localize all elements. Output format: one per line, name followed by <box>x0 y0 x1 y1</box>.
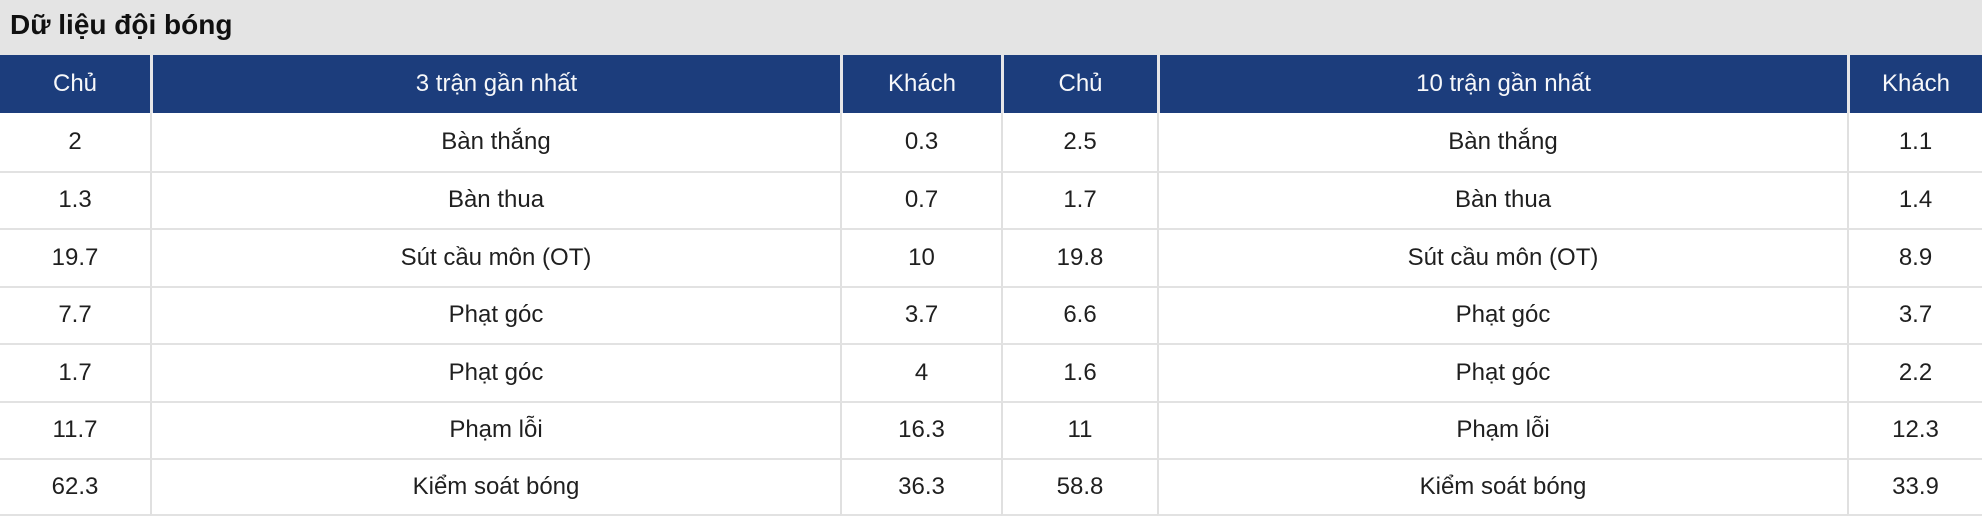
stat-value-cell: 3.7 <box>1847 285 1982 343</box>
stat-label-cell: Phạm lỗi <box>150 400 840 458</box>
stat-value-cell: 3.7 <box>840 285 1001 343</box>
stat-value-cell: 11.7 <box>0 400 150 458</box>
stat-value-cell: 1.4 <box>1847 170 1982 228</box>
stat-value-cell: 1.7 <box>1001 170 1157 228</box>
stat-value-cell: 36.3 <box>840 458 1001 516</box>
table-row: 19.7 Sút cầu môn (OT) 10 19.8 Sút cầu môn (O… <box>0 228 1982 286</box>
column-header-home-10-header: Chủ <box>1001 55 1157 113</box>
stat-label-cell: Kiểm soát bóng <box>1157 458 1847 516</box>
stat-value-cell: 58.8 <box>1001 458 1157 516</box>
stat-value-cell: 19.7 <box>0 228 150 286</box>
stat-label-cell: Bàn thắng <box>1157 113 1847 171</box>
column-header-away-10-header: Khách <box>1847 55 1982 113</box>
stat-value-cell: 4 <box>840 343 1001 401</box>
stat-label-cell: Phạt góc <box>150 285 840 343</box>
column-header-away-3-header: Khách <box>840 55 1001 113</box>
stat-value-cell: 1.7 <box>0 343 150 401</box>
stat-value-cell: 0.3 <box>840 113 1001 171</box>
stat-value-cell: 8.9 <box>1847 228 1982 286</box>
table-row: 2 Bàn thắng 0.3 2.5 Bàn thắng 1.1 <box>0 113 1982 171</box>
stat-value-cell: 11 <box>1001 400 1157 458</box>
stat-value-cell: 19.8 <box>1001 228 1157 286</box>
stat-label-cell: Sút cầu môn (OT) <box>1157 228 1847 286</box>
stat-value-cell: 10 <box>840 228 1001 286</box>
page-title: Dữ liệu đội bóng <box>10 8 233 40</box>
stat-label-cell: Bàn thua <box>1157 170 1847 228</box>
stat-label-cell: Bàn thắng <box>150 113 840 171</box>
stat-value-cell: 33.9 <box>1847 458 1982 516</box>
table-row: 1.7 Phạt góc 4 1.6 Phạt góc 2.2 <box>0 343 1982 401</box>
stat-label-cell: Sút cầu môn (OT) <box>150 228 840 286</box>
stat-value-cell: 12.3 <box>1847 400 1982 458</box>
stat-label-cell: Phạt góc <box>1157 343 1847 401</box>
stat-value-cell: 2.2 <box>1847 343 1982 401</box>
stat-label-cell: Bàn thua <box>150 170 840 228</box>
table-row: 7.7 Phạt góc 3.7 6.6 Phạt góc 3.7 <box>0 285 1982 343</box>
stat-value-cell: 1.1 <box>1847 113 1982 171</box>
table-row: 1.3 Bàn thua 0.7 1.7 Bàn thua 1.4 <box>0 170 1982 228</box>
stat-value-cell: 1.3 <box>0 170 150 228</box>
stat-label-cell: Phạt góc <box>150 343 840 401</box>
stat-value-cell: 16.3 <box>840 400 1001 458</box>
table-header-row: Chủ 3 trận gần nhất Khách Chủ 10 trận gần nh… <box>0 55 1982 113</box>
column-header-stat-10-header: 10 trận gần nhất <box>1157 55 1847 113</box>
stat-value-cell: 2.5 <box>1001 113 1157 171</box>
section-title-bar: Dữ liệu đội bóng <box>0 0 1982 55</box>
team-stats-table: Chủ 3 trận gần nhất Khách Chủ 10 trận gần nh… <box>0 55 1982 516</box>
stat-label-cell: Phạm lỗi <box>1157 400 1847 458</box>
stat-value-cell: 7.7 <box>0 285 150 343</box>
table-row: 62.3 Kiểm soát bóng 36.3 58.8 Kiểm soát bóng… <box>0 458 1982 516</box>
stat-value-cell: 1.6 <box>1001 343 1157 401</box>
column-header-stat-3-header: 3 trận gần nhất <box>150 55 840 113</box>
stat-value-cell: 0.7 <box>840 170 1001 228</box>
stat-value-cell: 62.3 <box>0 458 150 516</box>
table-row: 11.7 Phạm lỗi 16.3 11 Phạm lỗi 12.3 <box>0 400 1982 458</box>
stat-value-cell: 6.6 <box>1001 285 1157 343</box>
stat-label-cell: Phạt góc <box>1157 285 1847 343</box>
stat-value-cell: 2 <box>0 113 150 171</box>
stat-label-cell: Kiểm soát bóng <box>150 458 840 516</box>
column-header-home-3-header: Chủ <box>0 55 150 113</box>
